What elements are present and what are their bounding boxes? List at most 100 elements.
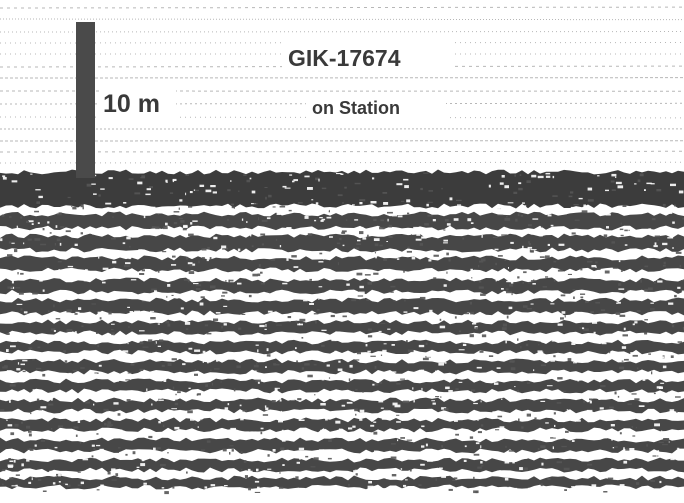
speckle — [403, 401, 409, 404]
speckle — [445, 362, 447, 364]
speckle — [393, 403, 398, 406]
speckle — [509, 284, 513, 287]
speckle — [557, 461, 562, 463]
speckle — [462, 238, 464, 240]
speckle — [188, 279, 190, 282]
speckle — [382, 418, 387, 420]
speckle — [378, 401, 383, 403]
speckle — [81, 232, 83, 234]
speckle — [407, 251, 412, 253]
speckle — [304, 363, 310, 365]
speckle — [383, 259, 387, 261]
speckle — [183, 228, 187, 231]
speckle — [618, 288, 624, 289]
speckle — [3, 295, 5, 298]
speckle — [123, 242, 126, 244]
speckle — [527, 397, 532, 400]
speckle — [438, 363, 444, 366]
speckle — [318, 261, 323, 262]
speckle — [583, 205, 586, 207]
speckle — [14, 249, 17, 252]
speckle — [85, 269, 88, 271]
speckle — [421, 388, 422, 391]
speckle — [339, 238, 341, 240]
speckle — [464, 315, 467, 318]
speckle — [100, 188, 105, 189]
speckle — [103, 268, 109, 270]
speckle — [85, 401, 90, 403]
speckle — [279, 398, 281, 400]
speckle — [93, 193, 97, 195]
speckle — [518, 214, 520, 217]
speckle — [670, 458, 674, 460]
speckle — [23, 371, 26, 372]
speckle — [152, 226, 156, 229]
speckle — [38, 479, 41, 481]
scale-label: 10 m — [103, 90, 160, 118]
speckle — [164, 379, 167, 382]
speckle — [205, 384, 208, 387]
speckle — [166, 182, 168, 183]
speckle — [445, 387, 450, 390]
speckle — [158, 400, 163, 401]
speckle — [496, 280, 497, 281]
speckle — [254, 373, 258, 375]
speckle — [440, 326, 445, 329]
speckle — [633, 324, 635, 326]
speckle — [214, 228, 220, 230]
speckle — [48, 311, 49, 312]
speckle — [435, 436, 441, 438]
speckle — [111, 324, 115, 325]
speckle — [47, 221, 49, 223]
speckle — [620, 315, 626, 317]
speckle — [42, 374, 45, 377]
speckle — [522, 205, 526, 207]
speckle — [640, 174, 644, 177]
speckle — [600, 407, 604, 409]
speckle — [213, 397, 214, 398]
speckle — [291, 435, 296, 437]
speckle — [471, 270, 477, 273]
speckle — [551, 225, 554, 227]
speckle — [206, 190, 212, 193]
speckle — [482, 235, 483, 238]
speckle — [97, 277, 102, 279]
speckle — [349, 335, 351, 337]
speckle — [290, 413, 294, 415]
speckle — [104, 423, 107, 426]
speckle — [243, 431, 249, 432]
speckle — [213, 319, 218, 322]
speckle — [423, 173, 428, 174]
speckle — [403, 179, 408, 181]
speckle — [509, 307, 513, 309]
speckle — [565, 315, 566, 317]
speckle — [172, 358, 177, 360]
speckle — [612, 189, 616, 191]
speckle — [53, 234, 59, 235]
speckle — [34, 238, 40, 241]
speckle — [46, 473, 49, 476]
speckle — [616, 312, 621, 315]
speckle — [117, 271, 121, 273]
speckle — [634, 256, 638, 257]
speckle — [646, 444, 648, 446]
speckle — [522, 457, 528, 459]
speckle — [346, 477, 347, 478]
speckle — [258, 274, 261, 277]
speckle — [412, 257, 416, 260]
speckle — [538, 176, 544, 178]
speckle — [107, 421, 111, 424]
speckle — [148, 339, 152, 342]
speckle — [131, 356, 136, 358]
speckle — [622, 346, 626, 349]
speckle — [9, 216, 12, 217]
speckle — [468, 392, 472, 395]
speckle — [475, 253, 481, 255]
speckle — [57, 239, 61, 242]
speckle — [307, 375, 312, 378]
speckle — [511, 367, 516, 370]
speckle — [186, 472, 188, 474]
speckle — [605, 190, 609, 191]
speckle — [532, 218, 538, 219]
speckle — [538, 448, 540, 450]
